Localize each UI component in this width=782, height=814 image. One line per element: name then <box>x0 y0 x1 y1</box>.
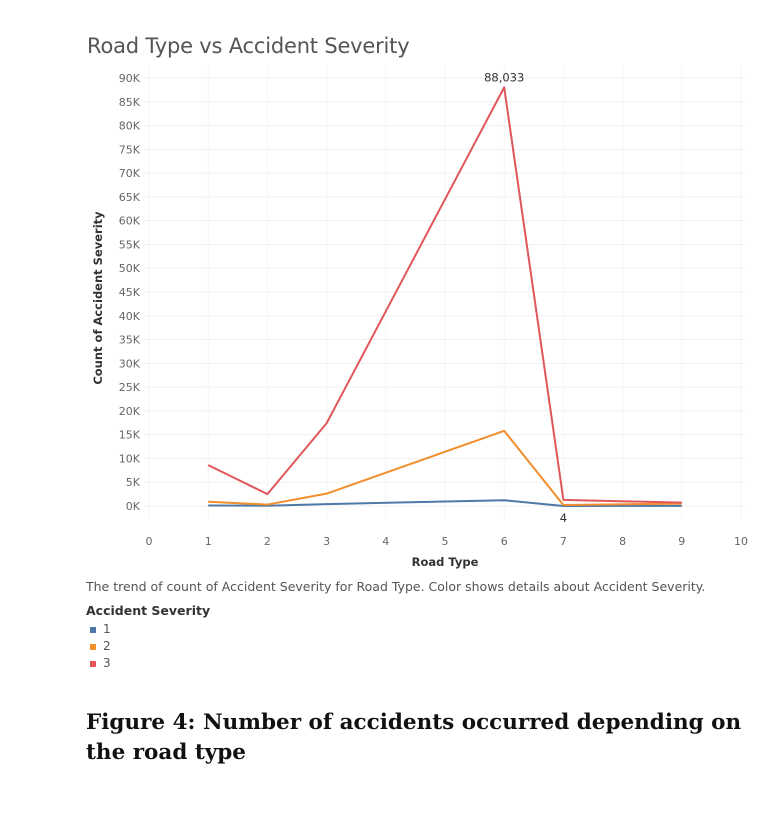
x-tick-label: 9 <box>678 535 685 548</box>
x-tick-label: 3 <box>323 535 330 548</box>
y-tick-label: 50K <box>119 262 141 275</box>
y-tick-label: 90K <box>119 72 141 85</box>
y-tick-label: 85K <box>119 96 141 109</box>
y-tick-label: 70K <box>119 167 141 180</box>
x-tick-label: 8 <box>619 535 626 548</box>
y-tick-label: 60K <box>119 215 141 228</box>
x-tick-label: 2 <box>264 535 271 548</box>
legend-item-3[interactable]: 3 <box>86 655 210 672</box>
x-tick-label: 4 <box>382 535 389 548</box>
x-tick-label: 1 <box>205 535 212 548</box>
y-axis: 0K 5K 10K 15K 20K 25K 30K 35K 40K 45K 50K 55K 60K 65K… <box>119 72 141 513</box>
y-tick-label: 20K <box>119 405 141 418</box>
y-tick-label: 0K <box>126 500 141 513</box>
data-labels: 88,033 4 <box>484 70 567 525</box>
y-tick-label: 45K <box>119 286 141 299</box>
y-tick-label: 30K <box>119 357 141 370</box>
y-tick-label: 15K <box>119 429 141 442</box>
y-tick-label: 75K <box>119 143 141 156</box>
legend-item-1[interactable]: 1 <box>86 621 210 638</box>
y-tick-label: 40K <box>119 310 141 323</box>
x-tick-label: 6 <box>501 535 508 548</box>
y-tick-label: 25K <box>119 381 141 394</box>
chart-description: The trend of count of Accident Severity … <box>86 579 706 594</box>
series-line-2[interactable] <box>208 429 682 507</box>
y-tick-label: 35K <box>119 334 141 347</box>
y-tick-label: 10K <box>119 452 141 465</box>
y-axis-title: Count of Accident Severity <box>91 211 105 385</box>
series-lines <box>207 86 682 507</box>
x-tick-label: 0 <box>146 535 153 548</box>
x-tick-label: 7 <box>560 535 567 548</box>
y-tick-label: 80K <box>119 120 141 133</box>
data-label-1: 4 <box>560 511 567 525</box>
legend-item-2[interactable]: 2 <box>86 638 210 655</box>
legend-label-1: 1 <box>103 622 111 636</box>
data-label-3: 88,033 <box>484 70 524 84</box>
series-line-1[interactable] <box>208 499 682 507</box>
legend-label-3: 3 <box>103 656 111 670</box>
y-tick-label: 65K <box>119 191 141 204</box>
x-axis-title: Road Type <box>412 555 479 569</box>
legend-swatch-1 <box>90 626 96 633</box>
legend-swatch-2 <box>90 643 96 650</box>
grid-lines <box>144 66 746 520</box>
y-tick-label: 5K <box>126 476 141 489</box>
legend-title: Accident Severity <box>86 603 211 618</box>
chart-title: Road Type vs Accident Severity <box>87 34 410 58</box>
y-tick-label: 55K <box>119 238 141 251</box>
figure-caption: Figure 4: Number of accidents occurred d… <box>86 710 742 765</box>
x-axis: 0 1 2 3 4 5 6 7 8 9 10 <box>146 535 749 548</box>
legend-label-2: 2 <box>103 639 111 653</box>
x-tick-label: 5 <box>442 535 449 548</box>
x-tick-label: 10 <box>734 535 748 548</box>
series-line-3[interactable] <box>207 86 682 504</box>
legend-swatch-3 <box>90 660 96 667</box>
legend: Accident Severity 1 2 3 <box>86 603 210 672</box>
